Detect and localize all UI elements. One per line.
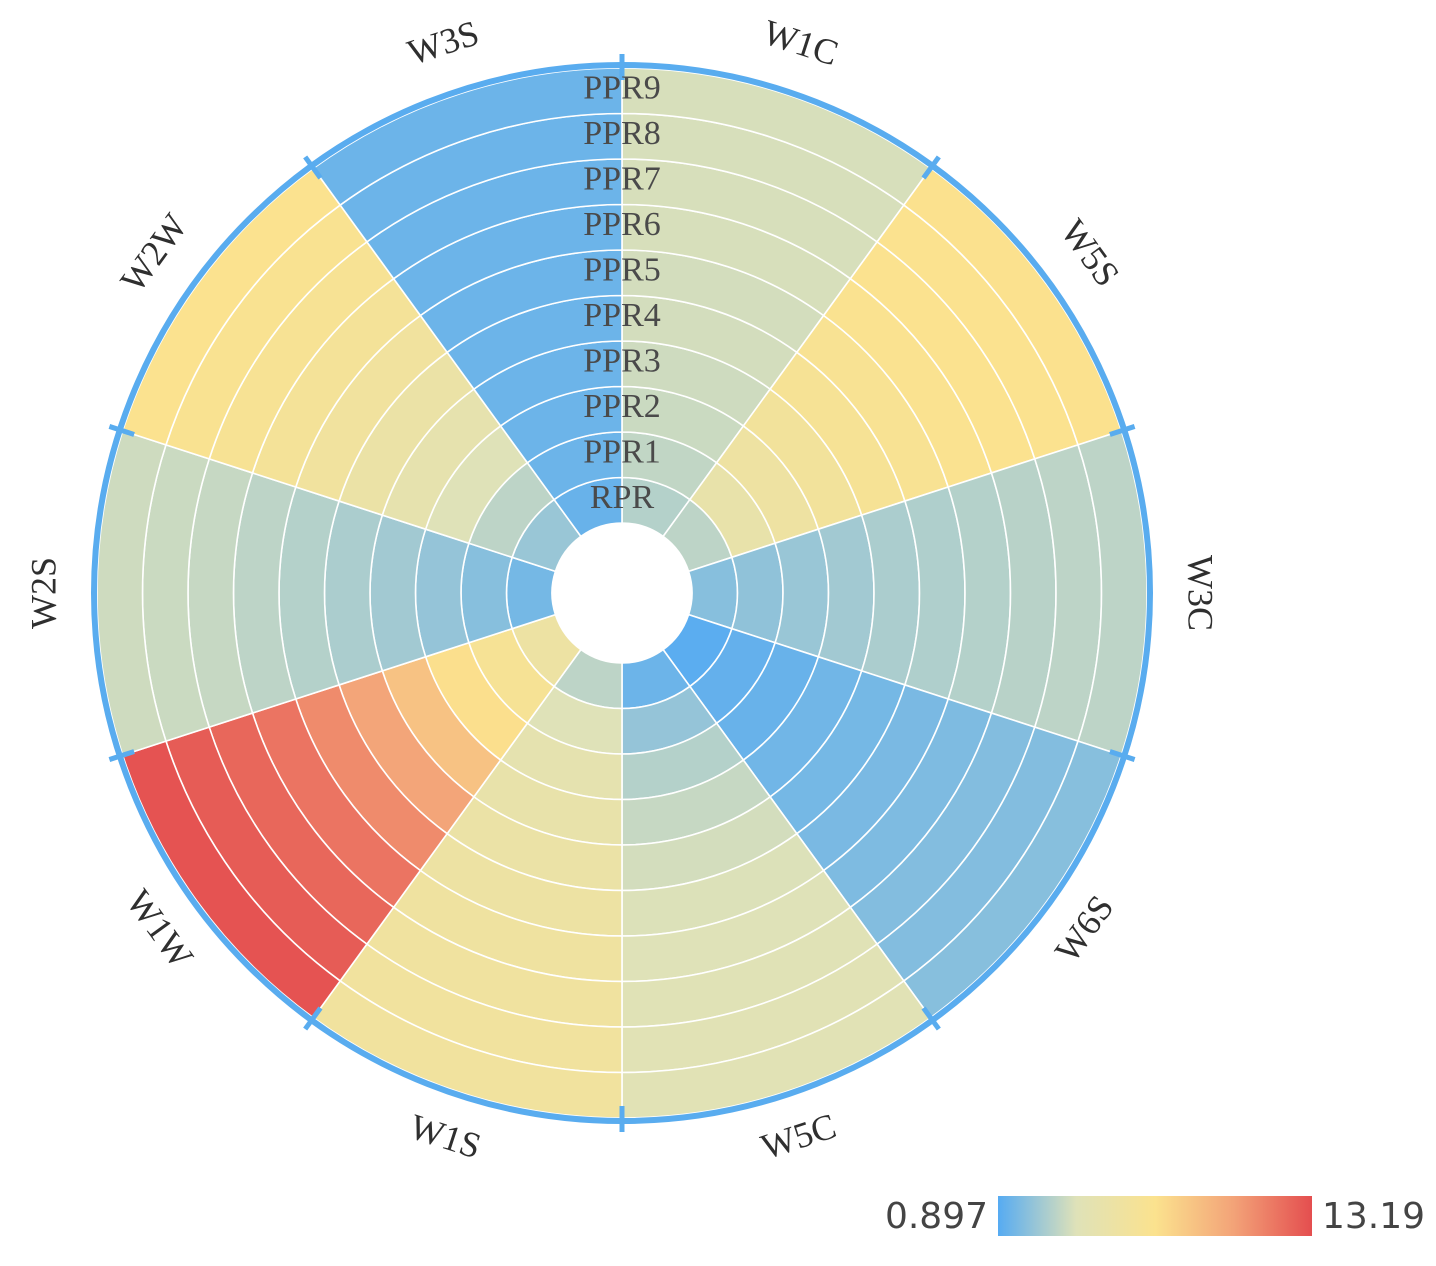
heatmap-cell-w2s-ppr1 bbox=[460, 542, 514, 644]
ring-label-ppr3: PPR3 bbox=[583, 343, 661, 380]
sector-boundary-ticks bbox=[108, 54, 1136, 1132]
heatmap-cell-w2s-ppr2 bbox=[414, 528, 470, 658]
heatmap-cells bbox=[96, 67, 1148, 1119]
sector-tick bbox=[303, 1006, 323, 1031]
ring-label-ppr2: PPR2 bbox=[583, 388, 661, 425]
sector-label-w3s: W3S bbox=[403, 12, 484, 72]
sector-tick bbox=[303, 155, 323, 180]
ring-label-ppr6: PPR6 bbox=[583, 206, 661, 243]
ring-label-ppr4: PPR4 bbox=[583, 297, 661, 334]
sector-tick bbox=[921, 155, 941, 180]
ring-labels: RPR PPR1 PPR2 PPR3 PPR4 PPR5 PPR6 PPR7 PPR8 PPR9 bbox=[583, 70, 661, 517]
sector-label-w2s: W2S bbox=[23, 557, 63, 629]
ring-label-ppr7: PPR7 bbox=[583, 161, 661, 198]
heatmap-cell-w3c-ppr1 bbox=[730, 542, 784, 644]
sector-tick bbox=[108, 749, 135, 762]
ring-label-rpr: RPR bbox=[590, 479, 655, 516]
sector-label-w1c: W1C bbox=[759, 12, 844, 74]
sector-tick bbox=[108, 424, 135, 437]
sector-label-w2w: W2W bbox=[112, 206, 195, 299]
sector-label-w5c: W5C bbox=[756, 1106, 841, 1168]
ring-label-ppr8: PPR8 bbox=[583, 115, 661, 152]
ring-label-ppr1: PPR1 bbox=[583, 434, 661, 471]
sector-label-w3c: W3C bbox=[1181, 555, 1221, 631]
sector-label-w6s: W6S bbox=[1047, 888, 1122, 970]
sector-label-w5s: W5S bbox=[1053, 212, 1128, 294]
colorbar-min-label: 0.897 bbox=[885, 1196, 988, 1237]
colorbar bbox=[998, 1196, 1312, 1236]
colorbar-max-label: 13.19 bbox=[1322, 1196, 1425, 1237]
ring-label-ppr5: PPR5 bbox=[583, 252, 661, 289]
sector-tick bbox=[1109, 424, 1136, 437]
heatmap-cell-w3c-ppr2 bbox=[774, 528, 830, 658]
colorbar-legend: 0.897 13.19 bbox=[885, 1196, 1425, 1237]
ring-label-ppr9: PPR9 bbox=[583, 70, 661, 107]
sector-tick bbox=[1109, 749, 1136, 762]
sector-label-w1s: W1S bbox=[405, 1106, 486, 1166]
sector-tick bbox=[921, 1006, 941, 1031]
